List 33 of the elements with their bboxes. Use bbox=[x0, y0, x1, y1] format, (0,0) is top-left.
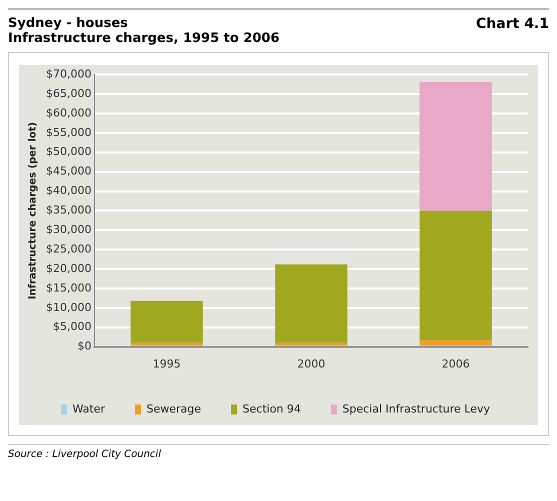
bar bbox=[275, 342, 348, 346]
legend-label: Water bbox=[72, 402, 106, 416]
y-tick-label: $40,000 bbox=[46, 184, 92, 198]
bar bbox=[275, 264, 348, 343]
y-tick-label: $50,000 bbox=[46, 145, 92, 158]
bar bbox=[420, 82, 492, 211]
legend-label: Sewerage bbox=[146, 402, 202, 416]
bar bbox=[130, 300, 203, 343]
legend-label: Special Infrastructure Levy bbox=[342, 402, 491, 416]
x-tick-label: 1995 bbox=[152, 357, 181, 370]
y-tick-label: $20,000 bbox=[46, 262, 92, 275]
caption: Chart 4.1 bbox=[476, 16, 549, 34]
y-tick-label: $70,000 bbox=[46, 67, 92, 80]
x-tick-label: 2000 bbox=[297, 357, 326, 370]
y-tick-label: $60,000 bbox=[46, 106, 92, 120]
y-tick-label: $5,000 bbox=[52, 320, 92, 334]
bar bbox=[420, 210, 492, 340]
y-axis-title: Infrastructure charges (per lot) bbox=[28, 122, 39, 300]
y-tick-label: $0 bbox=[77, 340, 92, 353]
y-tick-label: $45,000 bbox=[46, 164, 92, 178]
x-tick-label: 2006 bbox=[442, 357, 470, 370]
bar bbox=[420, 340, 492, 346]
y-tick-label: $30,000 bbox=[46, 223, 92, 236]
y-tick-label: $15,000 bbox=[46, 281, 92, 294]
bar bbox=[130, 342, 203, 346]
y-tick-label: $25,000 bbox=[46, 242, 92, 256]
y-tick-label: $10,000 bbox=[46, 300, 92, 314]
y-tick-label: $65,000 bbox=[46, 86, 92, 100]
legend-label: Section 94 bbox=[242, 402, 301, 416]
y-tick-label: $55,000 bbox=[46, 126, 92, 139]
source-note: Source : Liverpool City Council bbox=[8, 449, 162, 460]
chart-title: Sydney - houses Infrastructure charges, 1995 to 2006 bbox=[8, 16, 280, 46]
y-tick-label: $35,000 bbox=[46, 204, 92, 217]
